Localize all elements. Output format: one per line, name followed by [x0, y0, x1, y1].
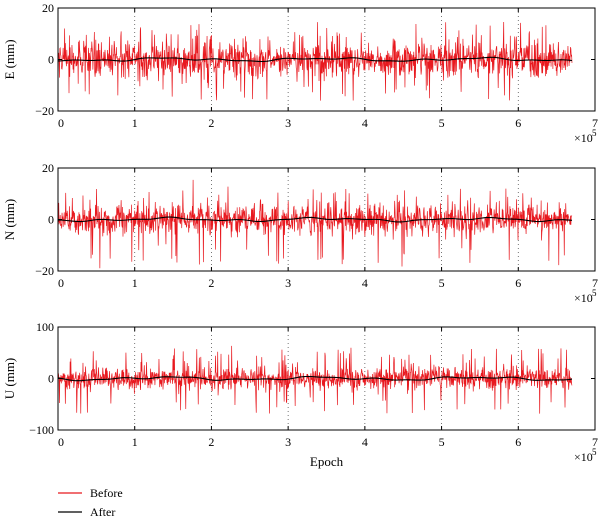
- y-tick-label: 100: [36, 320, 54, 334]
- x-axis-multiplier-exp: 5: [592, 128, 597, 138]
- x-tick-label: 2: [208, 116, 214, 130]
- x-tick-label: 5: [439, 116, 445, 130]
- y-axis-label: N (mm): [2, 199, 17, 241]
- series-after-line: [57, 375, 573, 382]
- y-tick-label: 0: [48, 213, 54, 227]
- x-axis-multiplier: ×10: [574, 131, 593, 145]
- x-tick-label: 7: [592, 116, 598, 130]
- y-tick-label: −100: [29, 423, 54, 437]
- x-axis-multiplier: ×10: [574, 291, 593, 305]
- y-axis-label: E (mm): [2, 39, 17, 79]
- series-before-line: [57, 345, 573, 414]
- x-tick-label: 6: [515, 435, 521, 449]
- x-tick-label: 7: [592, 435, 598, 449]
- x-axis-multiplier-exp: 5: [592, 288, 597, 298]
- legend-label-before: Before: [90, 486, 123, 500]
- x-axis-label: Epoch: [310, 454, 344, 469]
- x-tick-label: 6: [515, 116, 521, 130]
- legend: Before After: [58, 486, 123, 519]
- x-tick-label: 3: [285, 276, 291, 290]
- x-axis-multiplier: ×10: [574, 450, 593, 464]
- x-tick-label: 3: [285, 116, 291, 130]
- x-tick-label: 2: [208, 276, 214, 290]
- x-tick-label: 1: [132, 116, 138, 130]
- legend-label-after: After: [90, 505, 115, 519]
- x-tick-label: 7: [592, 276, 598, 290]
- y-tick-label: 0: [48, 372, 54, 386]
- y-tick-label: 20: [42, 161, 54, 175]
- x-tick-label: 1: [132, 435, 138, 449]
- x-tick-label: 2: [208, 435, 214, 449]
- y-axis-label: U (mm): [2, 358, 17, 400]
- x-tick-label: 5: [439, 435, 445, 449]
- y-tick-label: 0: [48, 53, 54, 67]
- x-tick-label: 4: [362, 116, 368, 130]
- x-tick-label: 0: [58, 116, 64, 130]
- x-axis-multiplier-exp: 5: [592, 447, 597, 457]
- x-tick-label: 6: [515, 276, 521, 290]
- series-before-line: [57, 179, 573, 269]
- y-tick-label: −20: [35, 104, 54, 118]
- x-tick-label: 5: [439, 276, 445, 290]
- y-tick-label: −20: [35, 264, 54, 278]
- x-tick-label: 4: [362, 276, 368, 290]
- x-tick-label: 3: [285, 435, 291, 449]
- series-after-line: [57, 216, 573, 223]
- x-tick-label: 0: [58, 435, 64, 449]
- x-tick-label: 0: [58, 276, 64, 290]
- x-tick-label: 1: [132, 276, 138, 290]
- x-tick-label: 4: [362, 435, 368, 449]
- y-tick-label: 20: [42, 1, 54, 15]
- series-after-line: [57, 56, 573, 63]
